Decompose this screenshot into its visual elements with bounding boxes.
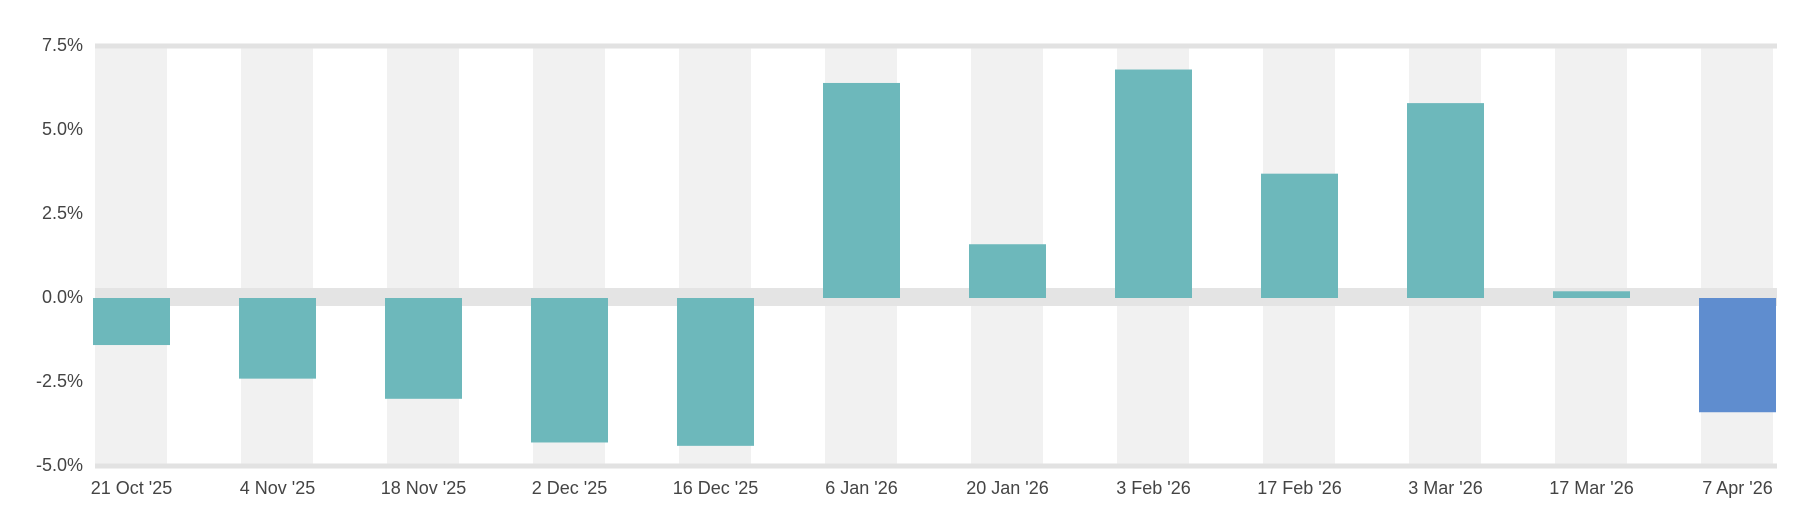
- y-tick-label: 5.0%: [42, 119, 83, 139]
- bar: [239, 298, 316, 379]
- bar: [677, 298, 754, 446]
- column-stripe: [387, 46, 459, 466]
- zero-band: [95, 288, 1777, 306]
- y-tick-label: -2.5%: [36, 371, 83, 391]
- column-stripe: [241, 46, 313, 466]
- x-tick-label: 20 Jan '26: [966, 478, 1049, 498]
- x-tick-label: 21 Oct '25: [91, 478, 172, 498]
- bar: [1407, 103, 1484, 299]
- x-tick-label: 17 Mar '26: [1549, 478, 1633, 498]
- bar: [93, 298, 170, 346]
- y-tick-label: 7.5%: [42, 35, 83, 55]
- bar: [823, 82, 900, 299]
- column-stripe: [95, 46, 167, 466]
- y-tick-label: -5.0%: [36, 455, 83, 475]
- bar: [1699, 298, 1776, 413]
- x-tick-label: 4 Nov '25: [240, 478, 315, 498]
- bar: [1553, 291, 1630, 298]
- x-tick-label: 2 Dec '25: [532, 478, 607, 498]
- bar: [531, 298, 608, 443]
- x-tick-label: 18 Nov '25: [381, 478, 467, 498]
- y-tick-label: 0.0%: [42, 287, 83, 307]
- x-tick-label: 7 Apr '26: [1702, 478, 1773, 498]
- bar: [1115, 69, 1192, 299]
- x-tick-label: 16 Dec '25: [673, 478, 759, 498]
- x-tick-label: 3 Mar '26: [1408, 478, 1482, 498]
- bar: [969, 244, 1046, 298]
- y-tick-label: 2.5%: [42, 203, 83, 223]
- bar: [1261, 173, 1338, 298]
- x-tick-label: 6 Jan '26: [825, 478, 898, 498]
- x-tick-label: 3 Feb '26: [1116, 478, 1191, 498]
- x-tick-label: 17 Feb '26: [1257, 478, 1342, 498]
- column-stripe: [1555, 46, 1627, 466]
- bar: [385, 298, 462, 399]
